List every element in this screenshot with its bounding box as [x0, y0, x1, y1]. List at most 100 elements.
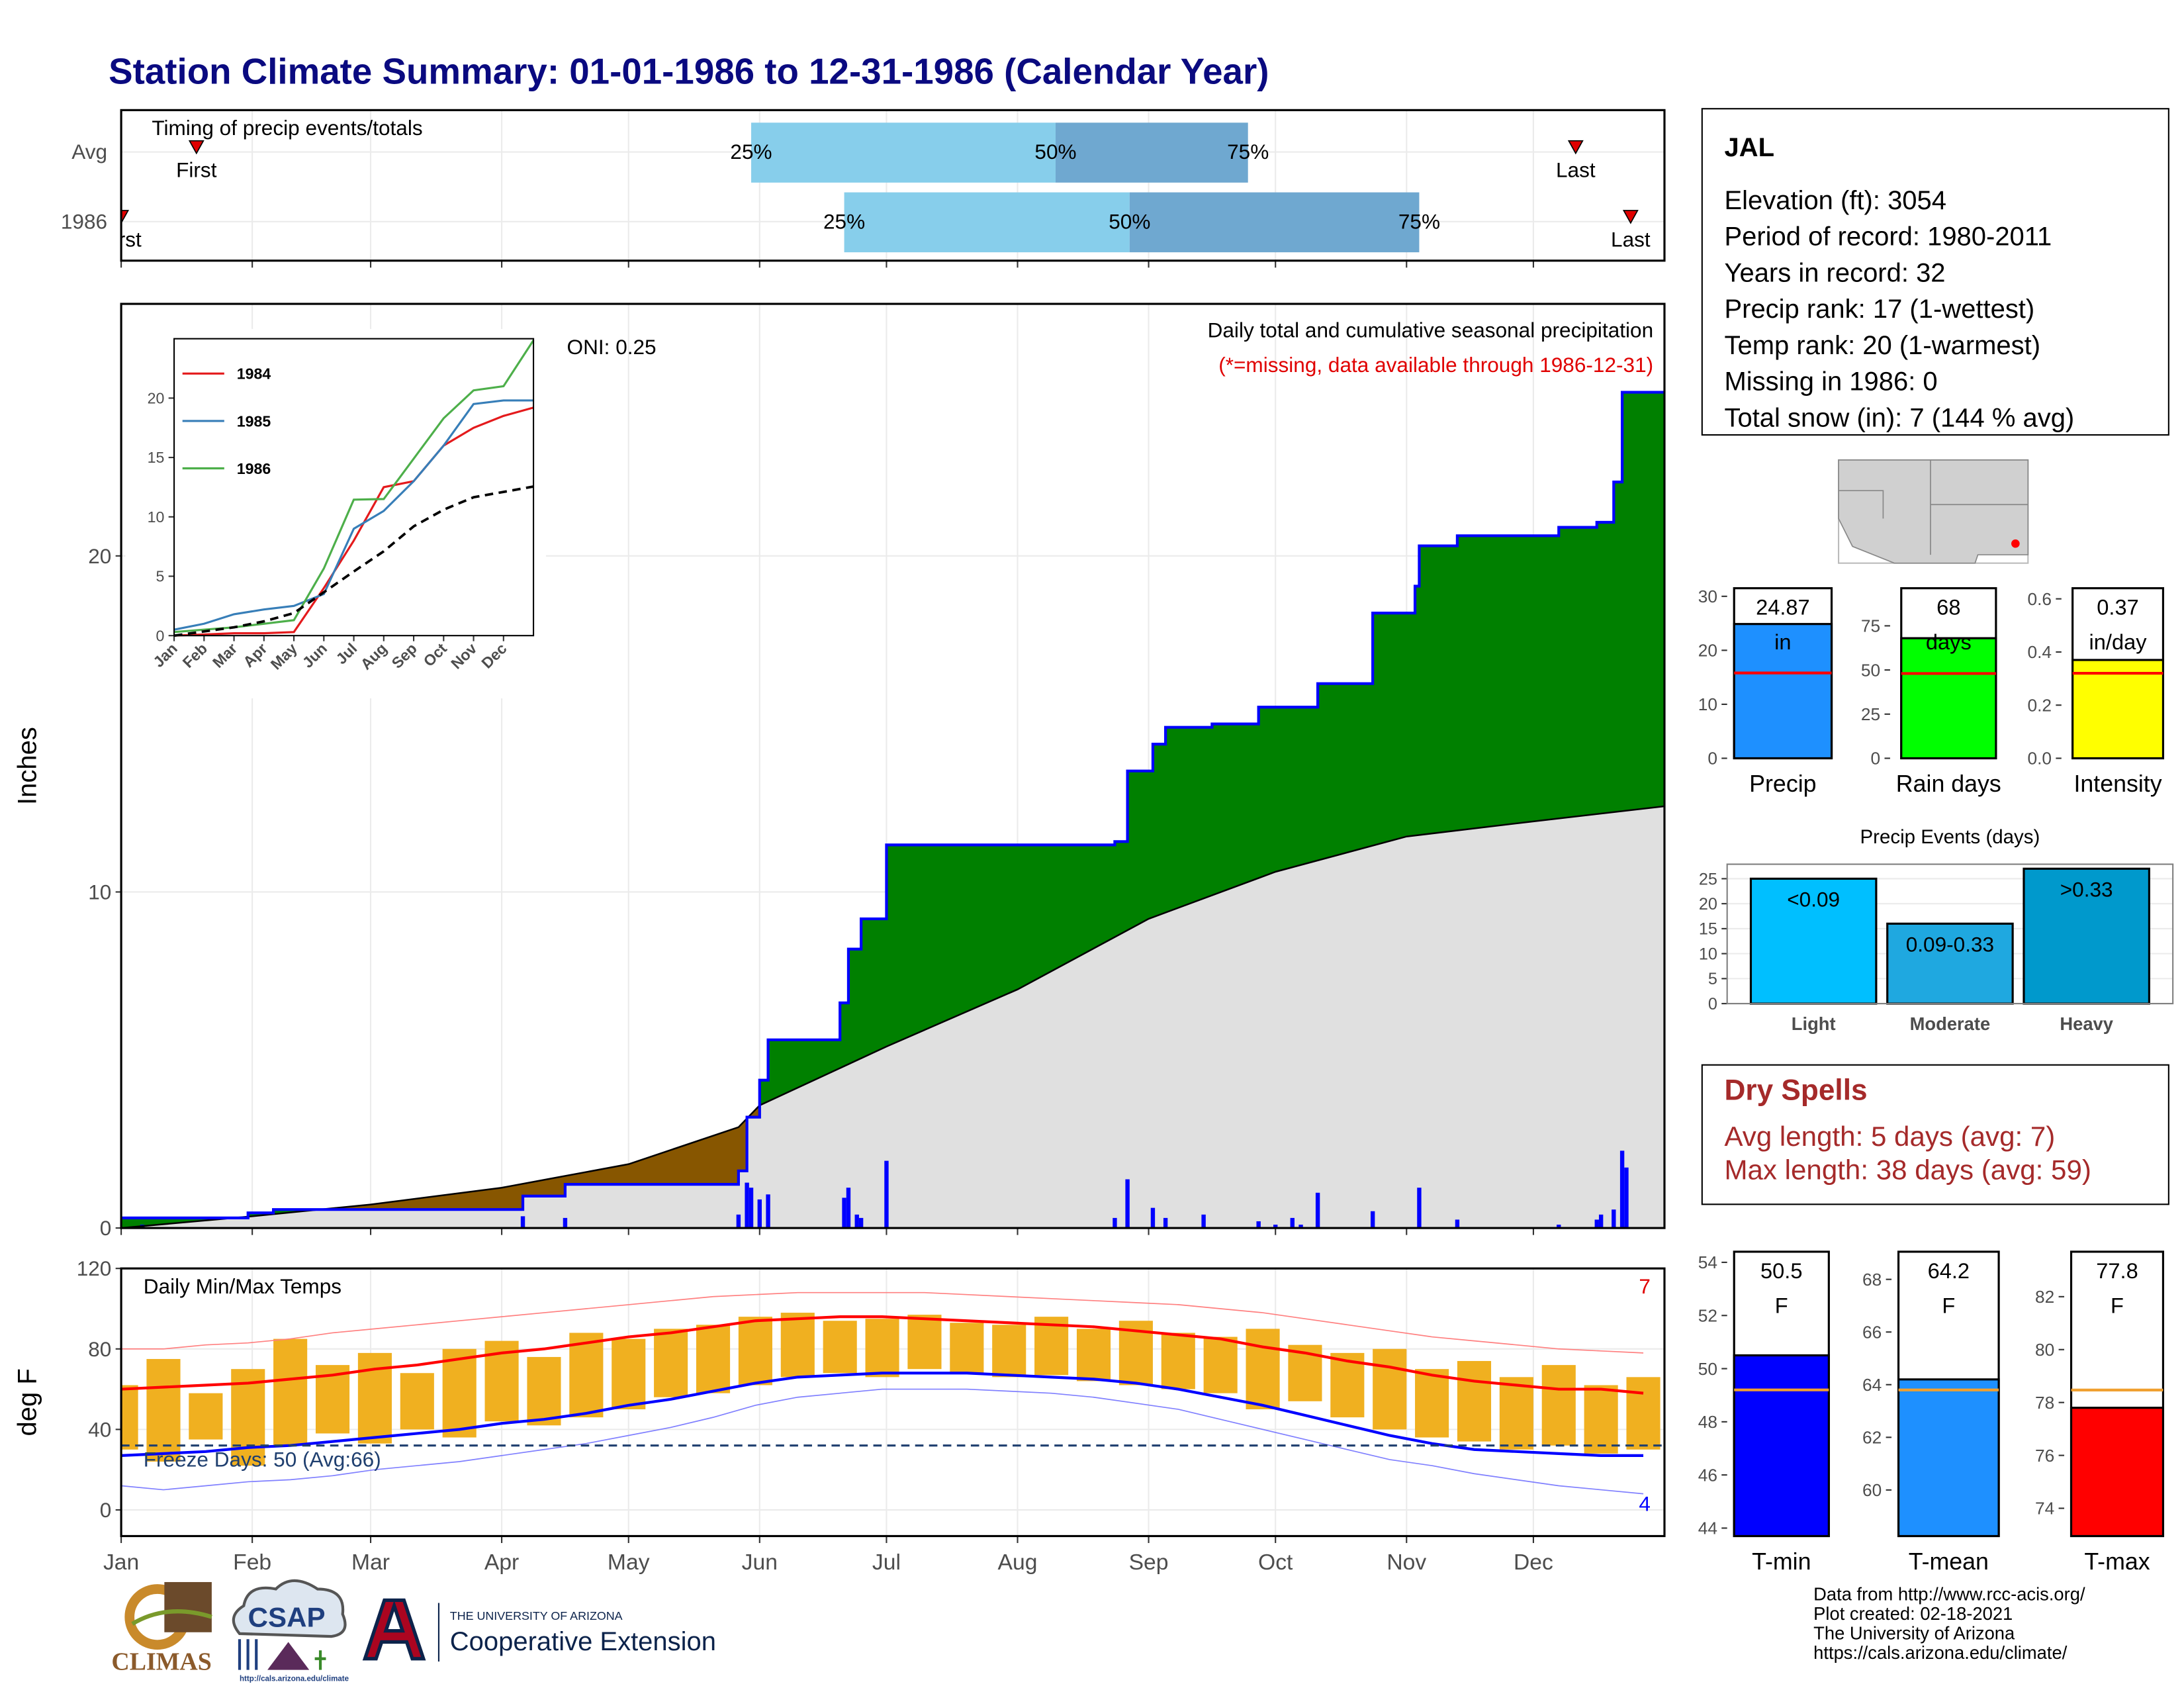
bar	[2023, 867, 2150, 1005]
row-label: Avg	[71, 140, 107, 164]
x-tick-label: Jun	[742, 1550, 778, 1575]
bar	[1897, 1378, 2000, 1538]
y-tick-label: 82	[2035, 1287, 2054, 1307]
y-tick-label: 64	[1862, 1375, 1882, 1395]
daily-range-bar	[950, 1323, 984, 1374]
y-axis-title: Inches	[13, 727, 42, 805]
oni-label: ONI: 0.25	[567, 335, 657, 359]
daily-range-bar	[696, 1325, 731, 1393]
daily-precip-bar	[1256, 1221, 1261, 1229]
value-label: 50.5 F	[1760, 1258, 1802, 1318]
daily-range-bar	[1203, 1336, 1238, 1393]
daily-precip-bar	[736, 1214, 741, 1229]
dry-spells-line: Max length: 38 days (avg: 59)	[1724, 1154, 2091, 1185]
daily-precip-bar	[766, 1194, 770, 1229]
footer-line: The University of Arizona	[1813, 1622, 2015, 1643]
map-states	[1838, 459, 2029, 564]
csap-text: CSAP	[248, 1601, 326, 1632]
x-tick-label: Mar	[351, 1550, 390, 1575]
y-tick-label: 44	[1698, 1519, 1717, 1538]
cumulative-line	[121, 391, 1664, 1219]
x-tick-label: Aug	[998, 1550, 1038, 1575]
y-tick-label: 30	[1698, 586, 1717, 606]
y-tick-label: 10	[148, 508, 165, 526]
daily-precip-bar	[1298, 1225, 1303, 1229]
x-tick-label: Jul	[872, 1550, 901, 1575]
panel-title: Daily Min/Max Temps	[144, 1274, 341, 1298]
csap-url: http://cals.arizona.edu/climate	[240, 1675, 349, 1683]
y-tick-label: 15	[1699, 920, 1717, 939]
dry-spells-box	[1701, 1064, 2169, 1205]
daily-precip-bar	[1125, 1179, 1130, 1229]
percentile-label: 50%	[1034, 140, 1076, 164]
y-tick-label: 68	[1862, 1270, 1882, 1289]
daily-range-bar	[1457, 1361, 1492, 1442]
daily-precip-bar	[858, 1217, 864, 1229]
percentile-label: 75%	[1398, 209, 1440, 233]
x-tick-label: Sep	[1129, 1550, 1169, 1575]
daily-range-bar	[400, 1373, 434, 1430]
info-line: Elevation (ft): 3054	[1724, 186, 1946, 215]
y-tick-label: 25	[1861, 704, 1880, 724]
daily-range-bar	[1541, 1365, 1576, 1446]
daily-precip-bar	[1557, 1225, 1561, 1229]
y-tick-label: 5	[1708, 970, 1717, 988]
average-line	[120, 805, 1665, 1229]
x-tick-label: Apr	[484, 1550, 519, 1575]
y-tick-label: 75	[1861, 616, 1880, 636]
value-label: 64.2 F	[1928, 1258, 1970, 1318]
y-tick-label: 20	[1698, 641, 1717, 661]
y-tick-label: 0.4	[2028, 642, 2052, 662]
value-label: 68 days	[1926, 595, 1972, 655]
daily-precip-bar	[1417, 1188, 1422, 1229]
daily-precip-bar	[1315, 1192, 1320, 1229]
y-axis-title: deg F	[13, 1368, 42, 1436]
panel-title: Precip Events (days)	[1860, 826, 2040, 848]
daily-range-bar	[1246, 1329, 1280, 1409]
daily-precip-bar	[1290, 1217, 1295, 1229]
daily-range-bar	[189, 1393, 223, 1440]
y-tick-label: 60	[1862, 1480, 1882, 1500]
event-label: Last	[1556, 158, 1596, 181]
bar-text: >0.33	[2060, 877, 2113, 901]
temp-line	[121, 1388, 1644, 1495]
footer-line: https://cals.arizona.edu/climate/	[1813, 1642, 2068, 1663]
daily-range-bar	[1161, 1333, 1195, 1389]
quartile-bar	[1056, 122, 1248, 183]
panel-frame	[120, 109, 1666, 262]
bar	[1733, 1354, 1830, 1538]
y-tick-label: 10	[88, 880, 111, 904]
event-marker	[121, 210, 130, 224]
daily-precip-bar	[1619, 1150, 1625, 1229]
info-line: Total snow (in): 7 (144 % avg)	[1724, 403, 2074, 432]
legend-label: 1986	[237, 460, 271, 477]
y-tick-label: 80	[2035, 1340, 2054, 1360]
daily-range-bar	[1626, 1377, 1661, 1450]
x-tick-label: Jan	[103, 1550, 139, 1575]
csap-bars	[238, 1639, 258, 1670]
daily-precip-bar	[749, 1188, 754, 1229]
category-label: Precip	[1749, 771, 1816, 797]
daily-range-bar	[273, 1338, 308, 1446]
x-tick-label: Nov	[1387, 1550, 1426, 1575]
daily-range-bar	[1415, 1369, 1449, 1438]
daily-range-bar	[1499, 1377, 1533, 1450]
y-tick-label: 5	[156, 568, 164, 585]
y-tick-label: 78	[2035, 1393, 2054, 1413]
bar-text: <0.09	[1787, 888, 1840, 912]
value-label: 24.87 in	[1756, 595, 1810, 655]
y-tick-label: 10	[1698, 694, 1717, 714]
panel-title: Daily total and cumulative seasonal prec…	[1208, 318, 1654, 342]
category-label: T-mean	[1909, 1548, 1989, 1575]
event-label: First	[101, 228, 142, 252]
event-label: Last	[1611, 228, 1651, 252]
percentile-label: 75%	[1227, 140, 1269, 164]
category-label: T-min	[1752, 1548, 1811, 1575]
y-tick-label: 0.0	[2028, 749, 2052, 769]
daily-range-bar	[907, 1315, 942, 1370]
daily-precip-bar	[1594, 1219, 1599, 1229]
y-tick-label: 50	[1698, 1359, 1717, 1379]
inset-background	[125, 328, 546, 698]
dry-spells-title: Dry Spells	[1724, 1074, 1867, 1106]
category-label: Light	[1792, 1013, 1836, 1034]
